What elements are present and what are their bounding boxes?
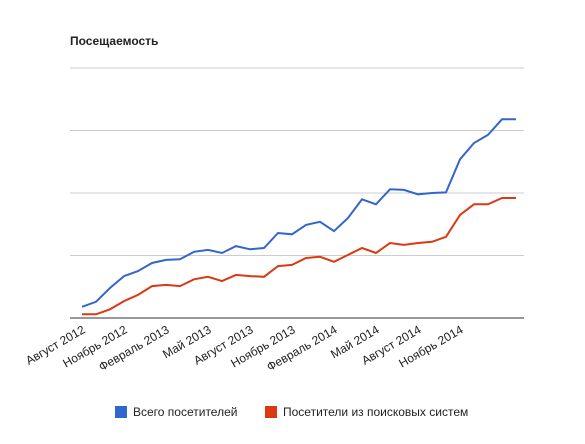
series-line: [81, 118, 516, 308]
series-line: [82, 197, 516, 316]
legend-swatch: [115, 406, 127, 418]
legend-label: Всего посетителей: [133, 405, 237, 419]
legend-label: Посетители из поисковых систем: [283, 405, 468, 419]
legend-swatch: [265, 406, 277, 418]
chart-title: Посещаемость: [70, 34, 158, 48]
